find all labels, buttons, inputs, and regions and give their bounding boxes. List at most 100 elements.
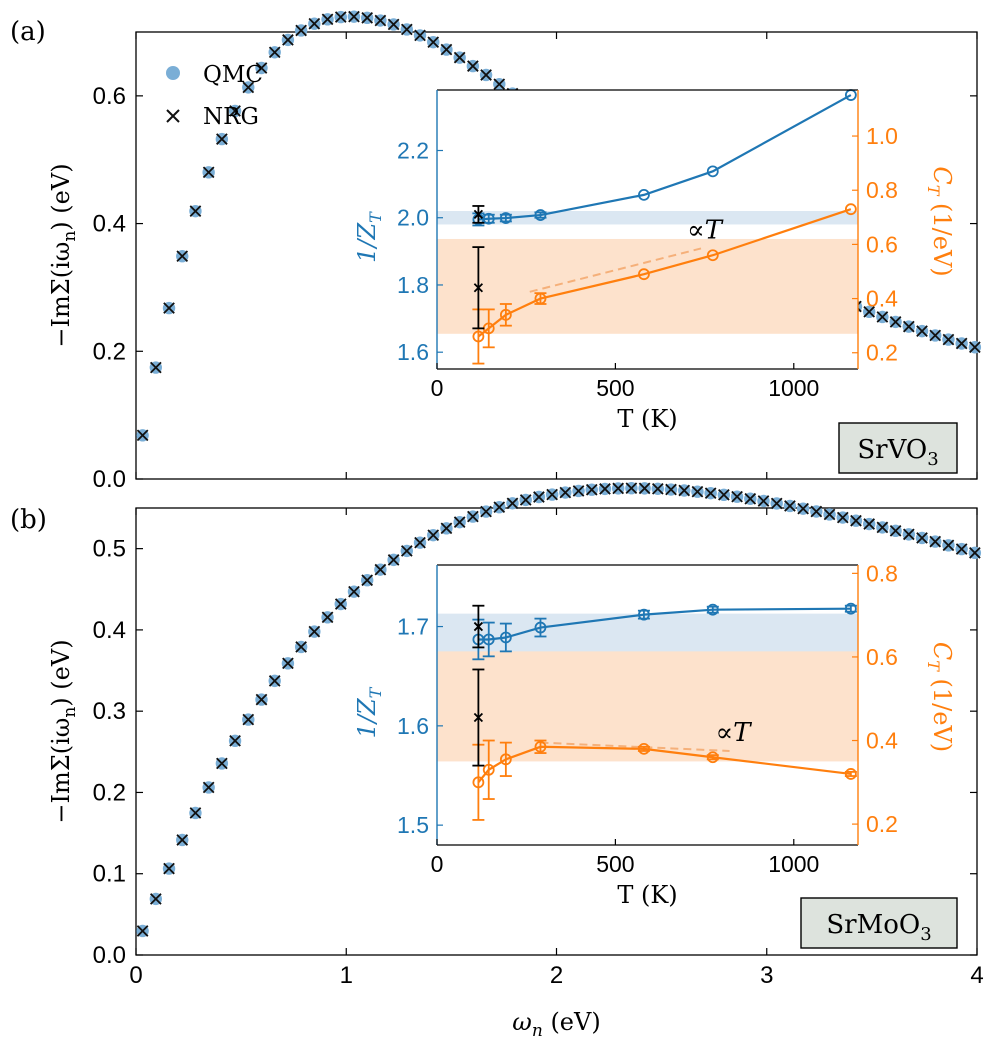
nrg-point: [519, 494, 532, 506]
nrg-point: [506, 497, 519, 510]
y-tick-label: 0.0: [93, 942, 126, 969]
nrg-point: [493, 78, 506, 91]
inset-left-axis-label: 1/ZT: [353, 211, 385, 263]
y-tick-label: 0.3: [93, 698, 126, 725]
nrg-point: [255, 62, 268, 74]
nrg-point: [533, 491, 545, 503]
nrg-point: [718, 488, 730, 501]
nrg-point: [163, 862, 175, 875]
nrg-point: [625, 482, 638, 495]
ct-point: [534, 740, 547, 753]
nrg-point: [149, 893, 162, 905]
nrg-point: [889, 316, 902, 328]
inset-right-label-main: C: [928, 642, 956, 660]
guide-line: [540, 741, 730, 752]
nrg-point: [546, 488, 558, 501]
ct-point: [499, 753, 512, 766]
ct-point: [482, 763, 495, 776]
y-tick-label: 0.1: [93, 861, 126, 888]
nrg-point: [955, 337, 968, 350]
ct-point: [638, 742, 650, 755]
invz-point: [706, 165, 719, 178]
nrg-invz-point: [473, 209, 484, 220]
invz-point: [534, 621, 547, 634]
nrg-point: [216, 757, 228, 770]
nrg-point: [784, 500, 796, 512]
nrg-point: [665, 483, 677, 496]
nrg-point: [149, 361, 162, 374]
y-axis-label-main: −ImΣ(iω: [47, 718, 75, 824]
x-tick-label: 0: [129, 962, 142, 989]
inset-left-tick-label: 1.5: [397, 812, 429, 838]
inset-x-tick-label: 500: [596, 851, 634, 877]
nrg-ct-point: [473, 712, 484, 723]
x-axis-label-sub: n: [532, 1021, 543, 1041]
guide-line-label: ∝T: [716, 718, 753, 748]
y-tick-label: 0.6: [93, 83, 126, 110]
nrg-point: [202, 166, 215, 179]
material-base: SrMoO: [826, 910, 920, 940]
ct-point: [472, 330, 485, 343]
nrg-point: [969, 341, 981, 354]
inset-right-tick-label: 0.4: [866, 286, 898, 312]
x-axis-label-end: (eV): [543, 1008, 601, 1036]
inset-left-tick-label: 1.7: [397, 614, 429, 640]
inset-x-tick-label: 1000: [768, 851, 819, 877]
y-axis-label: −ImΣ(iωn) (eV): [47, 639, 80, 823]
inset-right-tick-label: 0.6: [866, 231, 898, 257]
nrg-point: [757, 495, 770, 507]
nrg-point: [916, 325, 928, 337]
y-tick-label: 0.4: [93, 617, 126, 644]
nrg-point: [400, 545, 413, 557]
nrg-point: [889, 525, 902, 537]
panel-label: (b): [10, 505, 47, 535]
nrg-point: [559, 486, 572, 499]
y-tick-label: 0.2: [93, 338, 126, 365]
legend-nrg-label: NRG: [203, 104, 259, 130]
nrg-point: [136, 429, 149, 442]
inset-left-label-sub: T: [366, 211, 385, 223]
nrg-point: [189, 807, 202, 819]
inset-right-tick-label: 0.4: [866, 728, 898, 754]
inset-x-tick-label: 0: [431, 375, 444, 401]
x-tick-label: 2: [550, 962, 563, 989]
inset-right-axis-label: CT (1/eV): [924, 642, 956, 752]
nrg-point: [467, 60, 479, 72]
nrg-point: [823, 508, 836, 521]
nrg-point: [850, 514, 862, 527]
nrg-point: [836, 511, 849, 524]
nrg-point: [282, 34, 294, 46]
nrg-point: [770, 497, 783, 510]
inset-right-label-sub: T: [924, 185, 943, 197]
material-sub: 3: [920, 924, 931, 945]
nrg-point: [321, 13, 334, 26]
y-axis-label-end: ) (eV): [47, 163, 75, 230]
nrg-point: [731, 490, 743, 503]
nrg-point: [414, 536, 426, 549]
inset-right-tick-label: 0.6: [866, 644, 898, 670]
nrg-point: [374, 563, 387, 576]
nrg-point: [202, 781, 215, 794]
nrg-point: [876, 521, 889, 534]
material-sub: 3: [927, 449, 938, 470]
ct-point: [844, 768, 857, 780]
legend: QMC NRG: [166, 62, 263, 130]
nrg-point: [427, 529, 440, 541]
nrg-point: [480, 69, 492, 81]
x-axis-label: ωn (eV): [512, 1008, 600, 1041]
material-label: SrMoO3: [800, 897, 958, 949]
nrg-point: [955, 543, 968, 555]
legend-nrg-marker: [166, 109, 180, 123]
nrg-point: [467, 510, 479, 523]
nrg-point: [493, 501, 506, 514]
nrg-point: [136, 925, 149, 937]
x-tick-label: 1: [340, 962, 353, 989]
panel-a: 0.0 0.2 0.4 0.6 −ImΣ(iωn) (eV) (a) QMC NRG SrVO3…: [10, 10, 982, 493]
x-tick-label: 3: [760, 962, 773, 989]
nrg-point: [268, 675, 281, 687]
inset-right-label-end: (1/eV): [928, 671, 956, 752]
panel-b: 0 1 2 3 40.00.10.20.30.40.5−ImΣ(iωn) (eV)ωn …: [10, 482, 984, 1041]
ct-point: [844, 203, 857, 216]
invz-point: [638, 608, 650, 621]
orange-band: [437, 238, 858, 334]
